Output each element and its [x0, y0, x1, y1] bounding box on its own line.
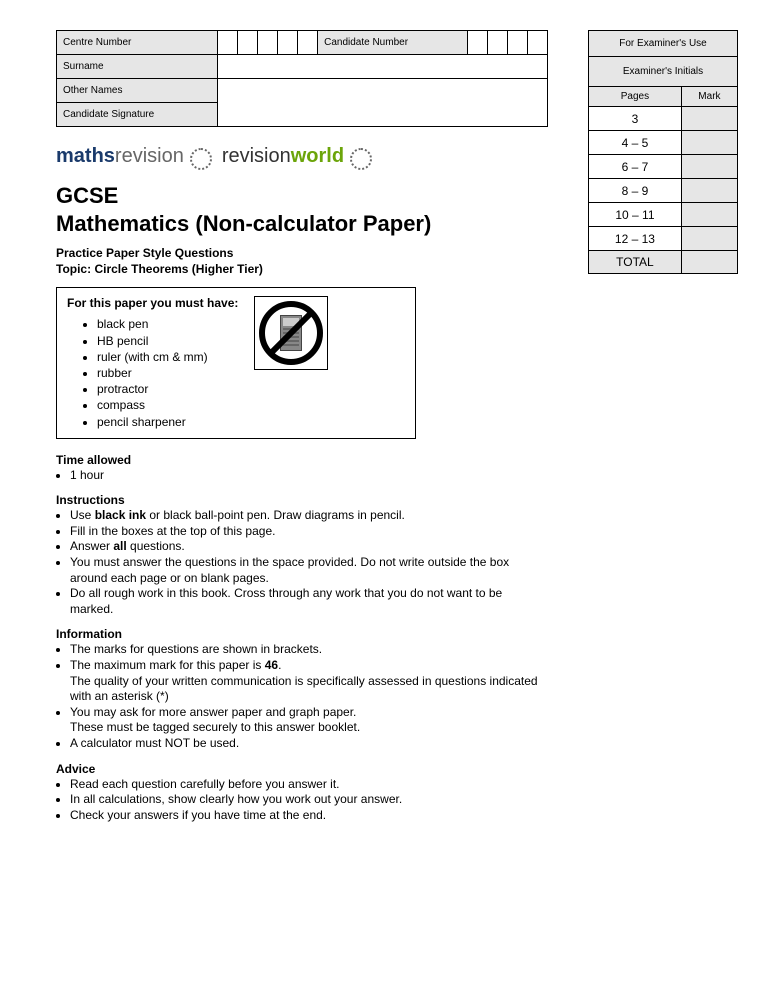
surname-input[interactable] — [218, 55, 548, 79]
list-item: Answer all questions. — [70, 539, 548, 555]
mark-col-header: Mark — [681, 87, 737, 107]
list-item: compass — [97, 397, 238, 413]
advice-heading: Advice — [56, 762, 548, 776]
list-item: You may ask for more answer paper and gr… — [70, 705, 548, 736]
mark-cell[interactable] — [681, 107, 737, 131]
dots-icon — [350, 148, 372, 170]
list-item: The maximum mark for this paper is 46.Th… — [70, 658, 548, 705]
paper-subtitle: Practice Paper Style Questions Topic: Ci… — [56, 245, 548, 277]
list-item: protractor — [97, 381, 238, 397]
instructions-section: Instructions Use black ink or black ball… — [56, 493, 548, 617]
total-mark-cell[interactable] — [681, 251, 737, 274]
time-heading: Time allowed — [56, 453, 548, 467]
information-section: Information The marks for questions are … — [56, 627, 548, 751]
page-range-cell: 12 – 13 — [589, 227, 682, 251]
time-section: Time allowed 1 hour — [56, 453, 548, 484]
page-range-cell: 3 — [589, 107, 682, 131]
candidate-number-label: Candidate Number — [318, 31, 468, 55]
list-item: HB pencil — [97, 333, 238, 349]
information-list: The marks for questions are shown in bra… — [70, 642, 548, 751]
centre-digit[interactable] — [238, 31, 258, 55]
candidate-header-table: Centre Number Candidate Number Surname O… — [56, 30, 548, 127]
centre-digit[interactable] — [218, 31, 238, 55]
dots-icon — [190, 148, 212, 170]
centre-digit[interactable] — [258, 31, 278, 55]
revisionworld-logo: revisionworld — [222, 145, 372, 168]
page-range-cell: 6 – 7 — [589, 155, 682, 179]
list-item: 1 hour — [70, 468, 548, 484]
list-item: You must answer the questions in the spa… — [70, 555, 548, 586]
paper-title: GCSE Mathematics (Non-calculator Paper) — [56, 182, 548, 237]
equipment-list: black penHB pencilruler (with cm & mm)ru… — [97, 316, 238, 429]
mathsrevision-logo: mathsrevision — [56, 145, 212, 168]
examiner-initials-header: Examiner's Initials — [589, 57, 738, 87]
cand-digit[interactable] — [528, 31, 548, 55]
examiner-table: For Examiner's Use Examiner's Initials P… — [588, 30, 738, 274]
mark-cell[interactable] — [681, 131, 737, 155]
cand-digit[interactable] — [488, 31, 508, 55]
cand-digit[interactable] — [468, 31, 488, 55]
list-item: ruler (with cm & mm) — [97, 349, 238, 365]
other-names-label: Other Names — [57, 79, 218, 103]
candidate-signature-label: Candidate Signature — [57, 103, 218, 127]
page-range-cell: 10 – 11 — [589, 203, 682, 227]
cand-digit[interactable] — [508, 31, 528, 55]
pages-col-header: Pages — [589, 87, 682, 107]
list-item: Use black ink or black ball-point pen. D… — [70, 508, 548, 524]
equipment-heading: For this paper you must have: — [67, 296, 238, 310]
list-item: Read each question carefully before you … — [70, 777, 548, 793]
equipment-box: For this paper you must have: black penH… — [56, 287, 416, 438]
list-item: Do all rough work in this book. Cross th… — [70, 586, 548, 617]
centre-digit[interactable] — [278, 31, 298, 55]
mark-cell[interactable] — [681, 155, 737, 179]
list-item: Check your answers if you have time at t… — [70, 808, 548, 824]
page-range-cell: 4 – 5 — [589, 131, 682, 155]
other-names-input[interactable] — [218, 79, 548, 127]
mark-cell[interactable] — [681, 203, 737, 227]
centre-number-label: Centre Number — [57, 31, 218, 55]
list-item: In all calculations, show clearly how yo… — [70, 792, 548, 808]
logo-row: mathsrevision revisionworld — [56, 145, 548, 168]
mark-cell[interactable] — [681, 227, 737, 251]
instructions-heading: Instructions — [56, 493, 548, 507]
mark-cell[interactable] — [681, 179, 737, 203]
time-list: 1 hour — [70, 468, 548, 484]
no-calculator-icon — [259, 301, 323, 365]
advice-list: Read each question carefully before you … — [70, 777, 548, 824]
instructions-list: Use black ink or black ball-point pen. D… — [70, 508, 548, 617]
list-item: rubber — [97, 365, 238, 381]
surname-label: Surname — [57, 55, 218, 79]
list-item: pencil sharpener — [97, 414, 238, 430]
information-heading: Information — [56, 627, 548, 641]
page-range-cell: 8 – 9 — [589, 179, 682, 203]
list-item: black pen — [97, 316, 238, 332]
examiner-use-header: For Examiner's Use — [589, 31, 738, 57]
list-item: A calculator must NOT be used. — [70, 736, 548, 752]
total-label: TOTAL — [589, 251, 682, 274]
advice-section: Advice Read each question carefully befo… — [56, 762, 548, 824]
centre-digit[interactable] — [298, 31, 318, 55]
no-calculator-box — [254, 296, 328, 370]
examiner-rows: 34 – 56 – 78 – 910 – 1112 – 13 — [589, 107, 738, 251]
list-item: The marks for questions are shown in bra… — [70, 642, 548, 658]
list-item: Fill in the boxes at the top of this pag… — [70, 524, 548, 540]
